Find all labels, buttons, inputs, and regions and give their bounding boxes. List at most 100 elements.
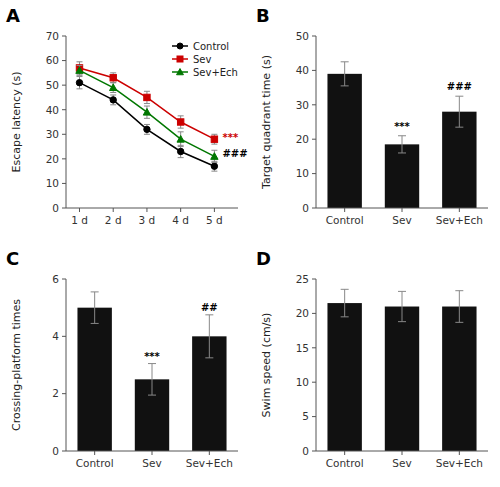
- y-tick: [62, 134, 66, 135]
- y-tick: [62, 36, 66, 37]
- y-tick-label: 0: [302, 202, 309, 214]
- bar: [327, 303, 361, 451]
- error-bar: [178, 132, 184, 147]
- x-tick: [146, 208, 147, 212]
- error-bar: [110, 95, 116, 105]
- x-tick: [152, 451, 153, 455]
- error-bar: [211, 150, 217, 162]
- error-bar: [110, 83, 116, 93]
- x-tick: [180, 208, 181, 212]
- y-tick-label: 0: [52, 202, 59, 214]
- x-tick-label: Sev+Ech: [186, 457, 233, 469]
- y-tick-label: 10: [296, 167, 309, 179]
- y-tick-label: 70: [46, 30, 59, 42]
- y-tick: [312, 104, 316, 105]
- point: [177, 119, 183, 125]
- y-tick-label: 50: [46, 79, 59, 91]
- y-tick: [312, 208, 316, 209]
- point: [211, 136, 217, 142]
- error-bar: [144, 124, 150, 134]
- error-bar: [148, 364, 156, 396]
- error-bar: [144, 124, 150, 134]
- x-tick-label: Control: [76, 457, 114, 469]
- x-axis-line: [316, 208, 488, 209]
- y-tick-label: 10: [46, 177, 59, 189]
- error-bar: [455, 96, 463, 127]
- x-tick-label: Sev+Ech: [436, 214, 483, 226]
- y-tick-label: 6: [52, 273, 59, 285]
- error-bar: [211, 134, 217, 144]
- y-tick: [62, 183, 66, 184]
- y-tick-label: 40: [46, 104, 59, 116]
- annotation: ***: [394, 121, 410, 132]
- y-tick: [312, 139, 316, 140]
- error-bar: [205, 315, 213, 358]
- error-bar: [211, 150, 217, 162]
- x-tick: [79, 208, 80, 212]
- series-line: [79, 70, 214, 156]
- error-bar: [341, 62, 349, 86]
- x-tick-label: Sev: [392, 457, 411, 469]
- plot-area: [327, 62, 476, 208]
- y-tick: [62, 451, 66, 452]
- point: [177, 136, 184, 143]
- error-bar: [110, 95, 116, 105]
- y-axis-label: Escape latency (s): [10, 72, 23, 173]
- y-tick: [312, 36, 316, 37]
- x-tick-label: 3 d: [139, 214, 156, 226]
- y-axis-line: [66, 279, 67, 451]
- y-tick-label: 4: [52, 330, 59, 342]
- error-bar: [398, 291, 406, 321]
- error-bar: [178, 116, 184, 128]
- point: [177, 148, 183, 154]
- error-bar: [76, 62, 82, 74]
- legend-label: Sev+Ech: [193, 67, 238, 78]
- x-tick-label: 2 d: [105, 214, 122, 226]
- panel-label: B: [256, 5, 270, 26]
- y-tick: [62, 393, 66, 394]
- y-tick: [312, 451, 316, 452]
- bar: [385, 144, 419, 208]
- error-bar: [76, 65, 82, 75]
- x-tick: [209, 451, 210, 455]
- error-bar: [76, 62, 82, 74]
- error-bar: [178, 116, 184, 128]
- error-bar: [211, 134, 217, 144]
- x-tick: [94, 451, 95, 455]
- y-tick: [62, 158, 66, 159]
- x-tick-label: 5 d: [206, 214, 223, 226]
- bar: [385, 307, 419, 451]
- error-bar: [178, 145, 184, 157]
- y-tick-label: 40: [296, 64, 309, 76]
- x-tick-label: 1 d: [71, 214, 88, 226]
- error-bar: [76, 65, 82, 75]
- y-tick-label: 2: [52, 387, 59, 399]
- annotation: ***: [222, 132, 238, 143]
- error-bar: [455, 291, 463, 323]
- point: [211, 153, 218, 160]
- y-tick: [312, 313, 316, 314]
- y-tick: [62, 60, 66, 61]
- y-tick-label: 30: [46, 128, 59, 140]
- point: [211, 163, 217, 169]
- x-tick-label: Sev: [392, 214, 411, 226]
- x-tick-label: Control: [326, 457, 364, 469]
- annotation: ###: [447, 81, 472, 92]
- y-tick-label: 20: [296, 307, 309, 319]
- legend-label: Control: [193, 41, 229, 52]
- panel-label: C: [6, 248, 19, 269]
- x-tick: [214, 208, 215, 212]
- figure: AEscape latency (s)0102030405060701 d2 d…: [0, 0, 500, 487]
- bar: [77, 308, 111, 451]
- error-bar: [341, 289, 349, 317]
- annotation: ###: [222, 148, 247, 159]
- plot-area: [77, 292, 226, 451]
- plot-area: [327, 289, 476, 451]
- error-bar: [144, 106, 150, 118]
- y-axis-label: Crossing-platform times: [10, 299, 23, 431]
- x-tick: [344, 451, 345, 455]
- y-tick: [312, 70, 316, 71]
- y-axis-label: Swim speed (cm/s): [260, 313, 273, 418]
- y-tick-label: 20: [296, 133, 309, 145]
- error-bar: [144, 91, 150, 103]
